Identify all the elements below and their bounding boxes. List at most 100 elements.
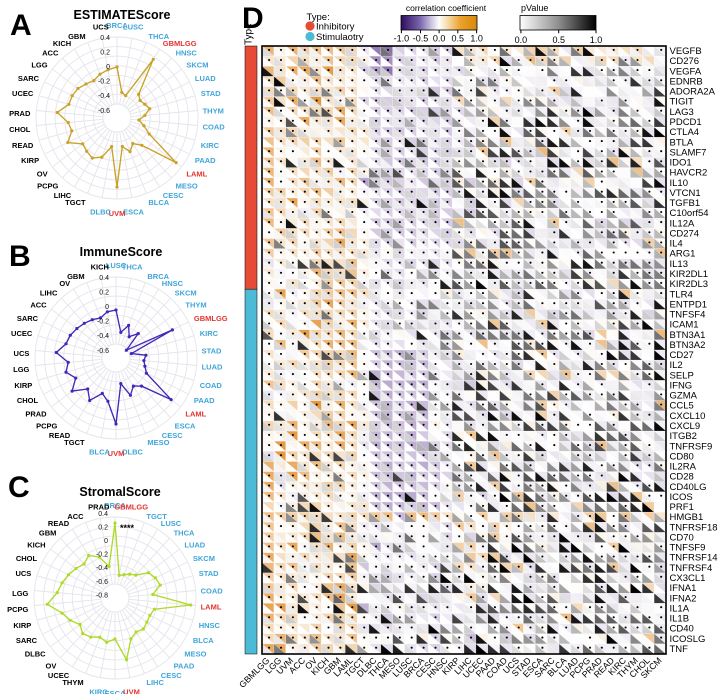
svg-text:LGG: LGG xyxy=(13,365,29,374)
svg-text:KICH: KICH xyxy=(27,541,45,550)
svg-text:BTN3A1: BTN3A1 xyxy=(670,330,706,341)
svg-text:MESO: MESO xyxy=(184,649,206,658)
svg-text:IDO1: IDO1 xyxy=(670,158,692,169)
svg-text:LIHC: LIHC xyxy=(40,289,58,298)
svg-text:IFNA1: IFNA1 xyxy=(670,583,697,594)
svg-text:IL1B: IL1B xyxy=(670,614,690,625)
svg-text:GBMLGG: GBMLGG xyxy=(194,314,228,323)
svg-text:STAD: STAD xyxy=(199,569,219,578)
svg-text:TNFRSF9: TNFRSF9 xyxy=(670,441,713,452)
svg-text:ARG1: ARG1 xyxy=(670,249,696,260)
svg-text:LAML: LAML xyxy=(186,169,207,178)
svg-text:LIHC: LIHC xyxy=(54,191,72,200)
svg-text:-0.6: -0.6 xyxy=(98,108,110,115)
svg-text:OV: OV xyxy=(59,279,70,288)
svg-text:IL4: IL4 xyxy=(670,239,683,250)
svg-text:ENTPD1: ENTPD1 xyxy=(670,299,707,310)
svg-text:PRAD: PRAD xyxy=(88,503,110,512)
svg-text:TNFSF9: TNFSF9 xyxy=(670,543,706,554)
svg-text:BLCA: BLCA xyxy=(193,636,214,645)
svg-text:THCA: THCA xyxy=(122,263,143,272)
svg-text:HMGB1: HMGB1 xyxy=(670,512,704,523)
svg-text:KIRP: KIRP xyxy=(13,621,31,630)
svg-text:KIRP: KIRP xyxy=(14,381,32,390)
svg-text:-0.2: -0.2 xyxy=(96,552,108,559)
svg-text:THCA: THCA xyxy=(148,32,169,41)
svg-text:HAVCR2: HAVCR2 xyxy=(670,168,708,179)
svg-text:0: 0 xyxy=(106,64,110,71)
svg-text:THYM: THYM xyxy=(185,301,206,310)
svg-text:CD27: CD27 xyxy=(670,350,694,361)
svg-text:BRCA: BRCA xyxy=(106,21,128,30)
svg-text:0: 0 xyxy=(104,538,108,545)
svg-text:GBM: GBM xyxy=(68,32,86,41)
svg-text:ITGB2: ITGB2 xyxy=(670,431,697,442)
svg-text:ImmuneScore: ImmuneScore xyxy=(80,245,163,259)
svg-text:0.4: 0.4 xyxy=(99,275,109,282)
svg-text:UCS: UCS xyxy=(93,23,109,32)
svg-text:OV: OV xyxy=(46,661,57,670)
svg-text:LAG3: LAG3 xyxy=(670,107,694,118)
svg-text:LUAD: LUAD xyxy=(202,362,223,371)
svg-text:OV: OV xyxy=(37,169,48,178)
svg-text:UCS: UCS xyxy=(15,569,31,578)
svg-text:SELP: SELP xyxy=(670,370,694,381)
svg-text:0: 0 xyxy=(105,304,109,311)
svg-text:HNSC: HNSC xyxy=(162,279,184,288)
svg-text:UCEC: UCEC xyxy=(48,671,70,680)
svg-text:-1.0: -1.0 xyxy=(394,34,410,44)
svg-text:Type: Type xyxy=(244,23,255,45)
svg-text:BLCA: BLCA xyxy=(89,448,110,457)
svg-text:ICAM1: ICAM1 xyxy=(670,320,699,331)
svg-text:B: B xyxy=(9,240,31,273)
svg-text:GZMA: GZMA xyxy=(670,391,698,402)
svg-text:-0.4: -0.4 xyxy=(96,565,108,572)
svg-text:LUSC: LUSC xyxy=(106,261,127,270)
svg-text:-0.8: -0.8 xyxy=(96,592,108,599)
svg-text:PRAD: PRAD xyxy=(25,409,47,418)
svg-text:LAML: LAML xyxy=(201,602,222,611)
svg-text:ICOS: ICOS xyxy=(670,492,693,503)
svg-text:C10orf54: C10orf54 xyxy=(670,208,709,219)
svg-text:SLAMF7: SLAMF7 xyxy=(670,147,707,158)
svg-text:LGG: LGG xyxy=(31,61,47,70)
svg-text:PCPG: PCPG xyxy=(36,421,57,430)
svg-text:DLBC: DLBC xyxy=(90,208,111,217)
svg-text:TNFRSF4: TNFRSF4 xyxy=(670,563,713,574)
svg-text:THCA: THCA xyxy=(174,529,195,538)
svg-text:0.2: 0.2 xyxy=(98,524,108,531)
svg-text:TNFSF4: TNFSF4 xyxy=(670,310,706,321)
svg-text:UVM: UVM xyxy=(108,449,125,458)
svg-text:SKCM: SKCM xyxy=(186,61,208,70)
svg-text:CD40: CD40 xyxy=(670,624,694,635)
svg-text:TIGIT: TIGIT xyxy=(670,97,694,108)
svg-text:D: D xyxy=(242,2,264,35)
svg-text:ACC: ACC xyxy=(30,301,47,310)
svg-text:STAD: STAD xyxy=(202,347,222,356)
svg-text:STAD: STAD xyxy=(201,89,221,98)
svg-text:READ: READ xyxy=(49,431,71,440)
svg-text:LGG: LGG xyxy=(12,589,28,598)
svg-text:CD276: CD276 xyxy=(670,56,700,67)
svg-text:PCPG: PCPG xyxy=(7,605,28,614)
svg-text:-0.5: -0.5 xyxy=(413,34,429,44)
svg-text:SKCM: SKCM xyxy=(175,289,197,298)
svg-text:COAD: COAD xyxy=(201,587,224,596)
svg-text:StromalScore: StromalScore xyxy=(79,485,160,499)
svg-text:DLBC: DLBC xyxy=(122,448,143,457)
svg-text:TNF: TNF xyxy=(670,644,689,655)
svg-text:IL12A: IL12A xyxy=(670,218,695,229)
svg-text:PCPG: PCPG xyxy=(37,181,58,190)
svg-text:SARC: SARC xyxy=(18,74,40,83)
svg-text:CTLA4: CTLA4 xyxy=(670,127,700,138)
svg-text:TNFRSF14: TNFRSF14 xyxy=(670,553,718,564)
svg-text:CESC: CESC xyxy=(163,191,184,200)
svg-text:KIRC: KIRC xyxy=(89,688,108,694)
svg-text:CESC: CESC xyxy=(162,431,183,440)
svg-text:CHOL: CHOL xyxy=(16,554,38,563)
svg-text:TGCT: TGCT xyxy=(64,438,85,447)
svg-text:KICH: KICH xyxy=(53,39,71,48)
svg-text:VTCN1: VTCN1 xyxy=(670,188,701,199)
svg-text:BTN3A2: BTN3A2 xyxy=(670,340,706,351)
svg-text:TGCT: TGCT xyxy=(146,512,167,521)
